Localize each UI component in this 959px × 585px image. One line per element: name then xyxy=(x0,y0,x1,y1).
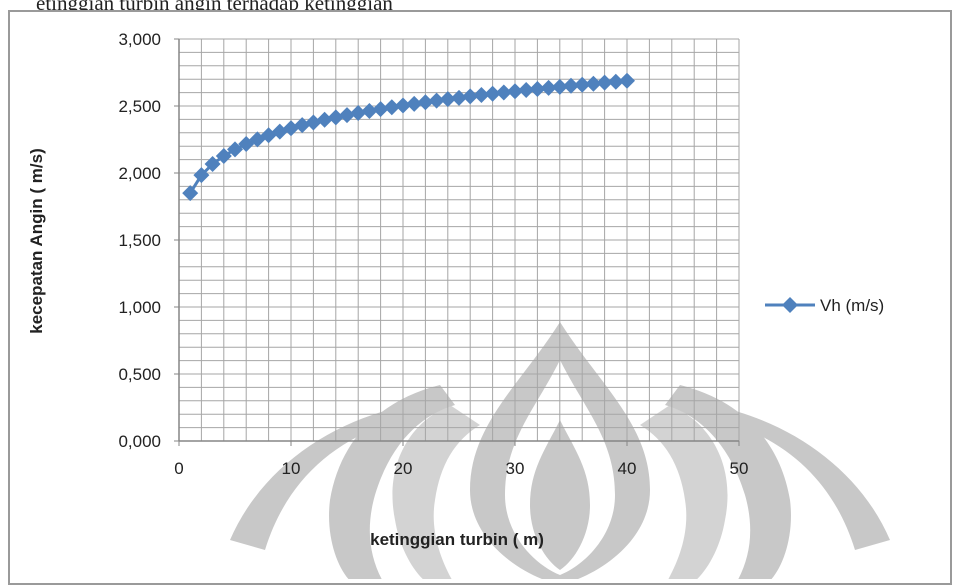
data-point xyxy=(305,114,322,131)
data-point xyxy=(563,77,579,94)
data-point xyxy=(227,141,243,158)
series-group xyxy=(182,72,635,202)
data-point xyxy=(383,99,400,116)
y-tick-label: 2,500 xyxy=(118,97,161,116)
data-point xyxy=(574,76,591,93)
data-point xyxy=(451,89,467,106)
legend-marker xyxy=(782,297,798,313)
data-point xyxy=(316,111,333,128)
data-point xyxy=(182,185,199,202)
watermark-leaf-left-inner xyxy=(392,405,480,579)
data-point xyxy=(495,84,512,101)
data-point xyxy=(294,117,311,134)
watermark-leaf-right-inner xyxy=(640,405,728,579)
x-axis-label: ketinggian turbin ( m) xyxy=(370,530,544,549)
data-point xyxy=(619,72,635,89)
y-tick-label: 0,500 xyxy=(118,365,161,384)
data-point xyxy=(518,82,535,99)
data-point xyxy=(551,78,568,95)
data-point xyxy=(283,120,299,137)
data-point xyxy=(439,91,456,108)
x-tick-label: 30 xyxy=(506,459,525,478)
data-point xyxy=(540,79,557,96)
watermark-outer-right xyxy=(710,405,890,550)
data-point xyxy=(204,156,221,173)
data-point xyxy=(361,102,378,119)
data-point xyxy=(428,92,445,109)
data-point xyxy=(406,95,423,112)
chart-grid xyxy=(178,38,740,442)
data-point xyxy=(372,101,389,118)
data-point xyxy=(473,87,490,104)
x-tick-label: 20 xyxy=(394,459,413,478)
data-point xyxy=(193,167,210,184)
data-point xyxy=(395,97,411,114)
data-point xyxy=(462,88,479,105)
watermark-outer-left xyxy=(230,405,410,550)
data-point xyxy=(417,94,434,111)
data-point xyxy=(585,75,602,92)
data-point xyxy=(339,107,355,124)
data-point xyxy=(507,83,523,100)
y-tick-label: 1,500 xyxy=(118,231,161,250)
data-point xyxy=(215,147,232,164)
data-point xyxy=(327,109,344,126)
y-tick-labels: 0,000 0,500 1,000 1,500 2,000 2,500 3,000 xyxy=(118,30,161,451)
data-point xyxy=(350,104,367,121)
data-point xyxy=(529,80,546,97)
y-tick-label: 3,000 xyxy=(118,30,161,49)
x-tick-label: 40 xyxy=(618,459,637,478)
x-tick-label: 50 xyxy=(730,459,749,478)
y-tick-label: 1,000 xyxy=(118,298,161,317)
x-tick-label: 10 xyxy=(282,459,301,478)
data-point xyxy=(596,74,613,91)
chart-axes xyxy=(174,38,740,446)
data-point xyxy=(607,73,624,90)
legend-label: Vh (m/s) xyxy=(820,296,884,315)
y-tick-label: 0,000 xyxy=(118,432,161,451)
data-point xyxy=(484,85,501,102)
x-tick-label: 0 xyxy=(174,459,183,478)
legend: Vh (m/s) xyxy=(765,296,884,315)
y-axis-label: kecepatan Angin ( m/s) xyxy=(27,148,46,333)
x-tick-labels: 0 10 20 30 40 50 xyxy=(174,459,748,478)
watermark-flame-core xyxy=(530,420,590,570)
y-tick-label: 2,000 xyxy=(118,164,161,183)
